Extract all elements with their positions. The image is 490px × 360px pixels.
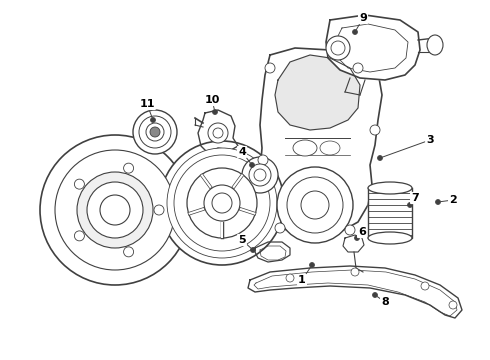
Circle shape <box>351 268 359 276</box>
Ellipse shape <box>40 135 190 285</box>
Ellipse shape <box>287 177 343 233</box>
Ellipse shape <box>204 185 240 221</box>
Text: 11: 11 <box>139 99 155 109</box>
Text: 5: 5 <box>238 235 246 245</box>
Ellipse shape <box>160 141 284 265</box>
Ellipse shape <box>254 169 266 181</box>
Ellipse shape <box>368 182 412 194</box>
Ellipse shape <box>320 141 340 155</box>
Text: 10: 10 <box>204 95 220 105</box>
Ellipse shape <box>213 128 223 138</box>
Circle shape <box>310 262 315 267</box>
Circle shape <box>436 199 441 204</box>
Ellipse shape <box>77 172 153 248</box>
Circle shape <box>154 205 164 215</box>
Polygon shape <box>260 48 382 238</box>
Text: 4: 4 <box>238 147 246 157</box>
Circle shape <box>249 162 254 167</box>
Ellipse shape <box>208 123 228 143</box>
Circle shape <box>354 235 360 240</box>
Circle shape <box>449 301 457 309</box>
Circle shape <box>352 30 358 35</box>
Ellipse shape <box>167 148 277 258</box>
Text: 7: 7 <box>411 193 419 203</box>
Circle shape <box>258 155 268 165</box>
Ellipse shape <box>249 164 271 186</box>
Circle shape <box>408 202 413 207</box>
Polygon shape <box>198 110 238 153</box>
Circle shape <box>74 231 84 241</box>
Circle shape <box>377 156 383 161</box>
Circle shape <box>265 63 275 73</box>
Text: 6: 6 <box>358 227 366 237</box>
Ellipse shape <box>326 36 350 60</box>
Circle shape <box>275 223 285 233</box>
Polygon shape <box>248 266 462 318</box>
Ellipse shape <box>100 195 130 225</box>
Ellipse shape <box>331 41 345 55</box>
Circle shape <box>123 163 134 173</box>
Ellipse shape <box>368 232 412 244</box>
Ellipse shape <box>139 116 171 148</box>
Text: 9: 9 <box>359 13 367 23</box>
Circle shape <box>421 282 429 290</box>
Circle shape <box>372 292 377 297</box>
Ellipse shape <box>427 35 443 55</box>
Circle shape <box>150 117 155 122</box>
Circle shape <box>286 274 294 282</box>
Ellipse shape <box>277 167 353 243</box>
Ellipse shape <box>212 193 232 213</box>
Circle shape <box>213 109 218 114</box>
Circle shape <box>370 125 380 135</box>
Polygon shape <box>326 15 420 80</box>
Polygon shape <box>368 188 412 238</box>
Ellipse shape <box>242 157 278 193</box>
Ellipse shape <box>133 110 177 154</box>
Polygon shape <box>255 242 290 262</box>
Ellipse shape <box>150 127 160 137</box>
Polygon shape <box>343 235 364 252</box>
Polygon shape <box>275 55 360 130</box>
Text: 3: 3 <box>426 135 434 145</box>
Circle shape <box>74 179 84 189</box>
Circle shape <box>353 63 363 73</box>
Ellipse shape <box>293 140 317 156</box>
Ellipse shape <box>187 168 257 238</box>
Circle shape <box>345 225 355 235</box>
Text: 2: 2 <box>449 195 457 205</box>
Ellipse shape <box>87 182 143 238</box>
Ellipse shape <box>174 155 270 251</box>
Text: 1: 1 <box>298 275 306 285</box>
Ellipse shape <box>146 123 164 141</box>
Text: 8: 8 <box>381 297 389 307</box>
Ellipse shape <box>55 150 175 270</box>
Ellipse shape <box>301 191 329 219</box>
Circle shape <box>123 247 134 257</box>
Circle shape <box>250 248 255 252</box>
